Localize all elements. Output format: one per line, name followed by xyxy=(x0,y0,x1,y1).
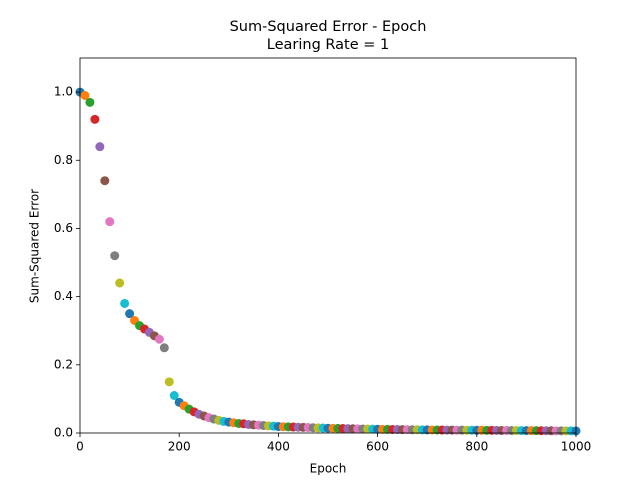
x-axis-label: Epoch xyxy=(310,462,347,476)
y-tick-label: 0.6 xyxy=(54,221,73,235)
chart-title: Sum-Squared Error - Epoch xyxy=(230,19,427,35)
data-point xyxy=(85,97,95,107)
plot-area xyxy=(75,87,581,436)
axes-frame xyxy=(79,57,577,434)
data-point xyxy=(115,278,125,288)
x-tick-label: 1000 xyxy=(561,440,592,454)
data-point xyxy=(125,309,135,319)
chart-subtitle: Learing Rate = 1 xyxy=(267,37,389,53)
data-point xyxy=(159,343,169,353)
data-point xyxy=(120,298,130,308)
y-tick-label: 0.8 xyxy=(54,153,73,167)
data-point xyxy=(80,91,90,100)
y-tick-label: 0.4 xyxy=(54,289,73,303)
x-tick-label: 200 xyxy=(168,440,191,454)
data-point xyxy=(169,391,179,400)
data-point xyxy=(154,334,164,344)
data-point xyxy=(100,176,110,186)
data-point xyxy=(105,217,115,227)
data-point xyxy=(95,142,105,152)
x-tick-label: 800 xyxy=(465,440,488,454)
y-tick-label: 1.0 xyxy=(54,85,73,99)
y-tick-label: 0.2 xyxy=(54,357,73,371)
y-axis-label: Sum-Squared Error xyxy=(28,189,42,303)
x-tick-label: 0 xyxy=(76,440,84,454)
data-point xyxy=(90,114,100,124)
data-point xyxy=(164,377,174,387)
x-tick-label: 600 xyxy=(366,440,389,454)
x-tick-label: 400 xyxy=(267,440,290,454)
data-point xyxy=(110,251,120,261)
y-tick-label: 0.0 xyxy=(54,426,73,440)
